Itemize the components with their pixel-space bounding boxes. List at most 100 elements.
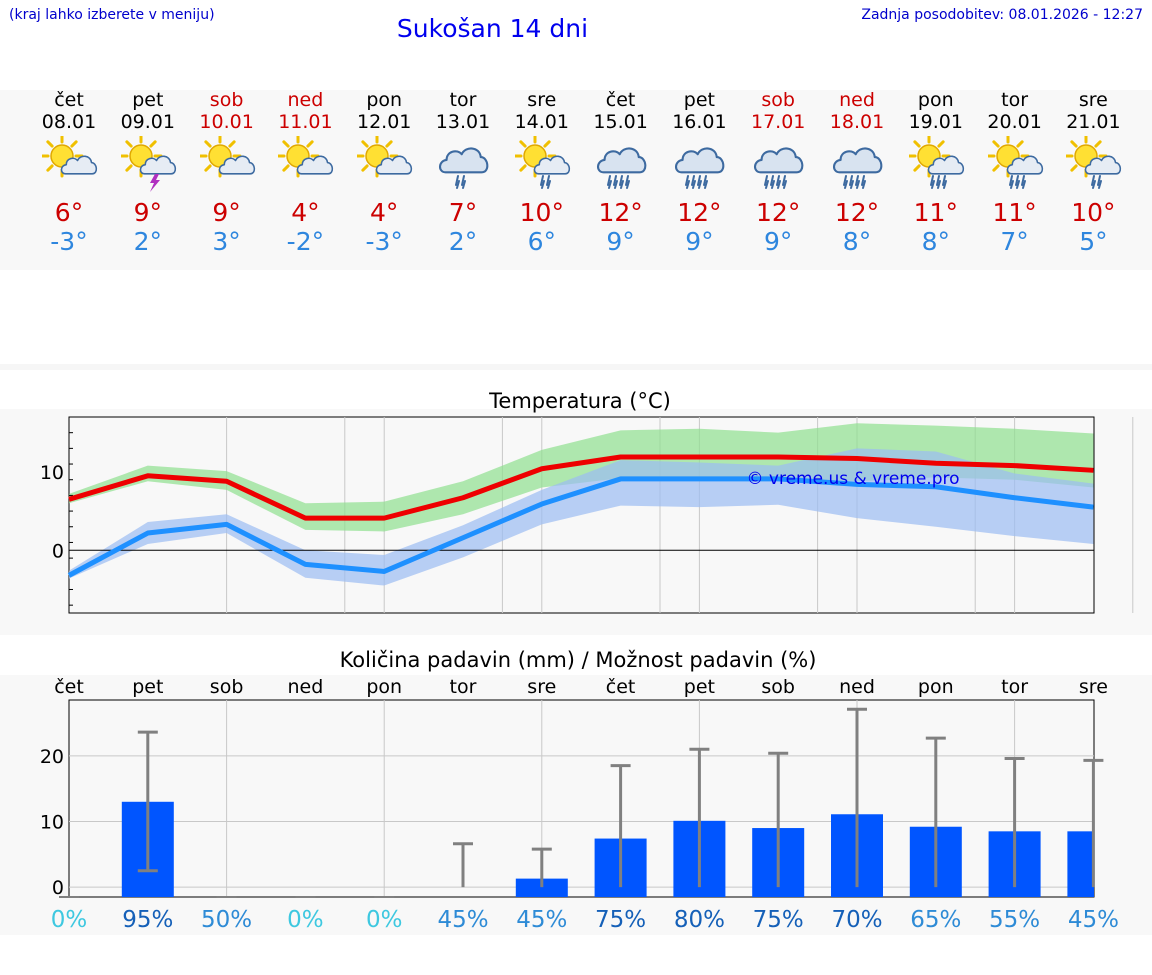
raindrop-shape <box>619 180 624 189</box>
forecast-min-temp: 9° <box>763 227 793 256</box>
precip-probability: 75% <box>595 907 646 933</box>
forecast-date: 09.01 <box>120 111 175 133</box>
precip-bar <box>515 878 568 897</box>
forecast-day-name: sre <box>1078 89 1108 111</box>
precip-day-label: pon <box>366 676 402 698</box>
precip-probability: 95% <box>122 907 173 933</box>
raindrop-shape <box>685 175 690 186</box>
raindrop-shape <box>697 175 702 186</box>
sun-shape <box>199 136 242 178</box>
raindrop-shape <box>462 180 466 189</box>
precip-day-label: pon <box>918 676 954 698</box>
raindrop-shape <box>703 175 708 186</box>
location-hint[interactable]: (kraj lahko izberete v meniju) <box>9 7 215 23</box>
sun-cloud-icon <box>357 136 413 178</box>
cloud-shape <box>375 155 413 175</box>
forecast-max-temp: 4° <box>291 198 320 227</box>
y-tick-label: 10 <box>40 462 64 484</box>
forecast-min-temp: 2° <box>448 227 478 256</box>
sun-cloud-heavy-rain-icon <box>908 136 964 189</box>
precip-bar <box>1067 831 1094 897</box>
raindrop-shape <box>930 180 935 189</box>
raindrop-shape <box>1092 180 1097 189</box>
raindrop-shape <box>540 180 545 189</box>
cloud-heavy-rain-icon <box>832 147 883 189</box>
precip-probability: 0% <box>366 907 403 933</box>
raindrop-shape <box>855 175 859 186</box>
y-tick-label: 20 <box>40 746 64 768</box>
cloud-heavy-rain-icon <box>754 147 804 189</box>
lightning-shape <box>149 174 160 192</box>
raindrop-shape <box>704 180 709 189</box>
forecast-min-temp: 9° <box>685 227 714 256</box>
forecast-min-temp: 6° <box>527 227 556 256</box>
precip-day-label: sob <box>761 676 795 698</box>
forecast-date: 19.01 <box>908 111 963 133</box>
page-title: Sukošan 14 dni <box>396 14 589 43</box>
raindrop-shape <box>686 180 691 189</box>
temperature-chart-title: Temperatura (°C) <box>488 389 671 413</box>
raindrop-shape <box>764 175 769 186</box>
cloud-shape <box>927 155 964 175</box>
raindrop-shape <box>782 175 787 186</box>
forecast-date: 08.01 <box>41 111 97 133</box>
raindrop-shape <box>1091 175 1096 186</box>
precip-day-label: pet <box>132 676 163 698</box>
y-tick-label: 10 <box>40 811 64 833</box>
forecast-day-name: sob <box>209 89 244 111</box>
precip-probability: 50% <box>201 907 252 933</box>
raindrop-shape <box>613 180 618 189</box>
sun-cloud-icon <box>199 136 255 178</box>
cloud-shape <box>675 147 725 174</box>
separator <box>0 364 1152 370</box>
sun-cloud-rain-icon <box>1066 136 1122 189</box>
forecast-day-name: tor <box>449 89 477 111</box>
raindrop-shape <box>936 180 941 189</box>
forecast-min-temp: 8° <box>842 227 872 256</box>
cloud-shape <box>218 155 255 175</box>
temperature-chart: Temperatura (°C) 0 10 © vreme.us & vreme.pr… <box>40 389 1134 614</box>
forecast-date: 16.01 <box>672 111 727 133</box>
raindrop-shape <box>1098 180 1103 189</box>
forecast-date: 12.01 <box>356 111 412 133</box>
precip-probability: 0% <box>287 907 324 933</box>
precip-probability: 45% <box>1068 907 1119 933</box>
precip-probability: 45% <box>516 907 567 933</box>
precip-day-label: ned <box>288 676 324 698</box>
forecast-date: 13.01 <box>435 111 491 133</box>
raindrop-shape <box>607 180 612 189</box>
forecast-day-name: ned <box>839 89 875 111</box>
raindrop-shape <box>545 175 550 186</box>
raindrop-shape <box>625 180 630 189</box>
raindrop-shape <box>856 180 860 189</box>
precip-day-label: sre <box>527 676 556 698</box>
forecast-min-temp: -2° <box>286 227 325 256</box>
raindrop-shape <box>850 180 854 189</box>
cloud-shape <box>1085 155 1122 175</box>
forecast-day-name: čet <box>605 89 636 111</box>
precip-day-label: pet <box>684 676 715 698</box>
precip-probability: 75% <box>753 907 804 933</box>
forecast-max-temp: 11° <box>913 198 958 227</box>
forecast-date: 15.01 <box>593 111 648 133</box>
forecast-max-temp: 11° <box>992 198 1037 227</box>
forecast-band <box>0 90 1152 270</box>
precip-probability: 55% <box>989 907 1040 933</box>
raindrop-shape <box>539 175 544 186</box>
forecast-max-temp: 10° <box>1071 198 1116 227</box>
forecast-day-name: sob <box>761 89 795 111</box>
precip-day-label: sob <box>210 676 244 698</box>
raindrop-shape <box>1008 175 1013 186</box>
forecast-min-temp: -3° <box>50 227 88 256</box>
watermark: © vreme.us & vreme.pro <box>746 469 959 489</box>
forecast-min-temp: 3° <box>212 227 241 256</box>
raindrop-shape <box>776 175 781 186</box>
precip-day-label: tor <box>450 676 477 698</box>
raindrop-shape <box>692 180 697 189</box>
precip-probability: 45% <box>437 907 488 933</box>
forecast-day-name: čet <box>54 89 84 111</box>
forecast-max-temp: 12° <box>756 198 801 227</box>
cloud-shape <box>139 155 176 175</box>
cloud-shape <box>832 147 883 174</box>
forecast-day-name: pon <box>366 89 403 111</box>
